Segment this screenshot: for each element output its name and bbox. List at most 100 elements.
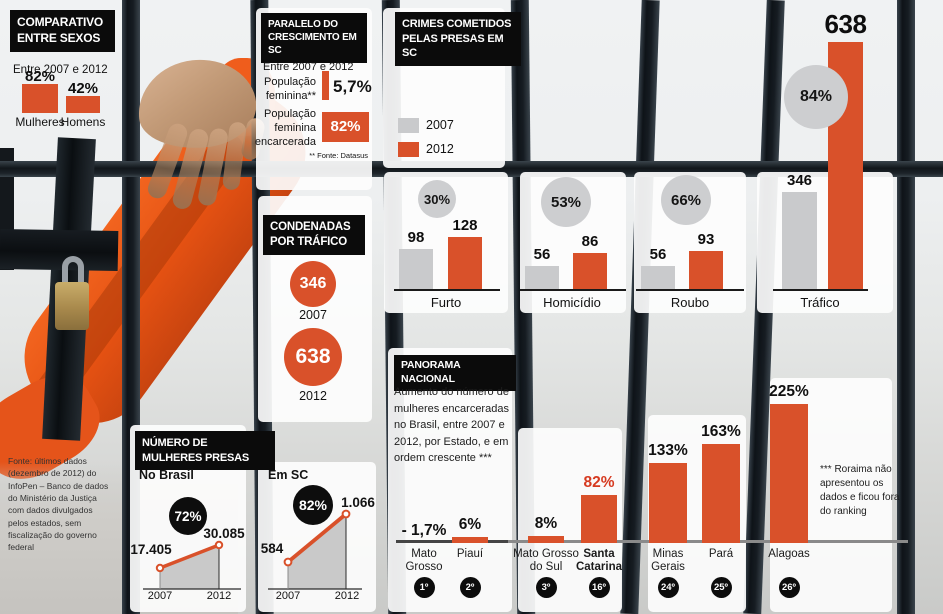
crime-1-value-2012: 86 — [581, 233, 599, 250]
legend-label-2007: 2007 — [426, 118, 454, 132]
crime-2-value-2007: 56 — [649, 246, 667, 263]
condenadas-circle-2012: 638 — [284, 328, 342, 386]
paralelo-row2-label: População feminina encarcerada — [254, 108, 316, 148]
crime-2-bar-2007 — [641, 266, 675, 289]
line-chart-sc — [268, 509, 362, 590]
condenadas-year-2007: 2007 — [299, 308, 327, 322]
state-6-rank: 26º — [778, 577, 800, 598]
state-1-name: Piauí — [456, 548, 484, 560]
paralelo-title: PARALELO DO CRESCIMENTO EM SC — [261, 13, 367, 63]
source-footnote: Fonte: últimos dados (dezembro de 2012) … — [8, 456, 109, 553]
state-4-bar — [649, 463, 687, 543]
comparativo-title-line1: COMPARATIVO — [17, 15, 104, 29]
state-1-bar — [452, 537, 488, 543]
numero-brasil-label: No Brasil — [139, 468, 194, 482]
state-5-rank: 25º — [710, 577, 732, 598]
legend-swatch-2007 — [398, 118, 419, 133]
state-0-value: - 1,7% — [401, 522, 447, 539]
condenadas-title: CONDENADAS POR TRÁFICO — [263, 215, 365, 256]
paralelo-row2-value: 82% — [322, 112, 369, 142]
state-3-value: 82% — [583, 474, 615, 491]
panorama-title: PANORAMA NACIONAL — [394, 355, 516, 391]
paralelo-title-line1: PARALELO DO — [268, 19, 338, 30]
comparativo-bar-mulheres — [22, 84, 58, 113]
state-6-name: Alagoas — [768, 548, 810, 560]
numero-title: NÚMERO DE MULHERES PRESAS — [135, 431, 275, 471]
crime-0-value-2012: 128 — [452, 217, 478, 234]
state-4-rank: 24º — [657, 577, 679, 598]
crime-2-growth-circle: 66% — [661, 175, 711, 225]
state-2-value: 8% — [534, 515, 558, 532]
padlock-shackle — [62, 256, 84, 286]
panorama-description: Aumento do número de mulheres encarcerad… — [394, 386, 509, 464]
state-5-name: Pará — [708, 548, 734, 560]
crime-2-value-2012: 93 — [697, 231, 715, 248]
condenadas-title-line2: POR TRÁFICO — [270, 236, 348, 249]
crime-1-bar-2007 — [525, 266, 559, 289]
crime-0-growth-circle: 30% — [418, 180, 456, 218]
state-2-name: Mato Grosso do Sul — [513, 548, 579, 573]
panel-trafico — [757, 172, 893, 313]
state-5-value: 163% — [701, 423, 741, 440]
state-6-bar — [770, 404, 808, 543]
numero-title-line1: NÚMERO DE — [142, 437, 208, 449]
numero-title-line2: MULHERES PRESAS — [142, 451, 250, 464]
paralelo-footnote: ** Fonte: Datasus — [309, 151, 368, 160]
state-3-name: Santa Catarina — [575, 548, 623, 573]
crime-2-category: Roubo — [670, 295, 710, 310]
comparativo-title-line2: ENTRE SEXOS — [17, 30, 101, 45]
numero-brasil-start-year: 2007 — [147, 590, 173, 602]
roraima-footnote: *** Roraima não apresentou os dados e fi… — [820, 464, 900, 517]
numero-sc-start-year: 2007 — [275, 590, 301, 602]
crime-0-category: Furto — [430, 295, 462, 310]
numero-sc-label: Em SC — [268, 468, 309, 482]
padlock-body — [55, 282, 89, 330]
legend-swatch-2012 — [398, 142, 419, 157]
crimes-title-line2: PELAS PRESAS EM SC — [402, 32, 504, 60]
state-5-bar — [702, 444, 740, 543]
crime-3-value-2012: 638 — [824, 9, 867, 39]
crime-3-value-2007: 346 — [786, 172, 813, 189]
crime-3-growth-circle: 84% — [784, 65, 848, 129]
legend-label-2012: 2012 — [426, 142, 454, 156]
crime-0-bar-2007 — [399, 249, 433, 289]
crime-3-bar-2007 — [782, 192, 817, 289]
panel-panorama — [388, 348, 512, 612]
comparativo-bar-homens — [66, 96, 100, 113]
paralelo-subtitle: Entre 2007 e 2012 — [263, 61, 354, 73]
comparativo-title: COMPARATIVO ENTRE SEXOS — [10, 10, 115, 52]
crime-1-category: Homicídio — [543, 295, 601, 310]
crime-1-baseline — [520, 289, 626, 291]
comparativo-label-mulheres: Mulheres — [15, 115, 65, 129]
crime-0-bar-2012 — [448, 237, 482, 289]
numero-sc-end-year: 2012 — [334, 590, 360, 602]
crime-1-growth-circle: 53% — [541, 177, 591, 227]
state-6-value: 225% — [769, 383, 809, 400]
crimes-title-line1: CRIMES COMETIDOS — [402, 18, 512, 30]
condenadas-circle-2007: 346 — [290, 261, 336, 307]
crime-1-value-2007: 56 — [533, 246, 551, 263]
state-0-name: Mato Grosso — [405, 548, 443, 573]
numero-sc-start-value: 584 — [260, 541, 284, 556]
state-0-rank: 1º — [413, 577, 435, 598]
state-4-value: 133% — [648, 442, 688, 459]
numero-brasil-end-year: 2012 — [206, 590, 232, 602]
condenadas-year-2012: 2012 — [299, 389, 327, 403]
crime-3-baseline — [773, 289, 868, 291]
numero-sc-growth-circle: 82% — [293, 485, 333, 525]
comparativo-subtitle: Entre 2007 e 2012 — [13, 64, 108, 76]
state-3-bar — [581, 495, 617, 543]
state-1-rank: 2º — [459, 577, 481, 598]
crime-2-bar-2012 — [689, 251, 723, 289]
prison-bar-vertical-7 — [897, 0, 915, 614]
comparativo-label-homens: Homens — [60, 115, 106, 129]
crime-0-value-2007: 98 — [407, 229, 425, 246]
crimes-title: CRIMES COMETIDOS PELAS PRESAS EM SC — [395, 12, 521, 66]
line-chart-brasil — [143, 540, 241, 590]
crime-0-baseline — [394, 289, 500, 291]
gate-lock-plate — [0, 228, 119, 272]
numero-brasil-start-value: 17.405 — [130, 542, 172, 557]
state-1-value: 6% — [458, 516, 482, 533]
condenadas-title-line1: CONDENADAS — [270, 221, 351, 233]
